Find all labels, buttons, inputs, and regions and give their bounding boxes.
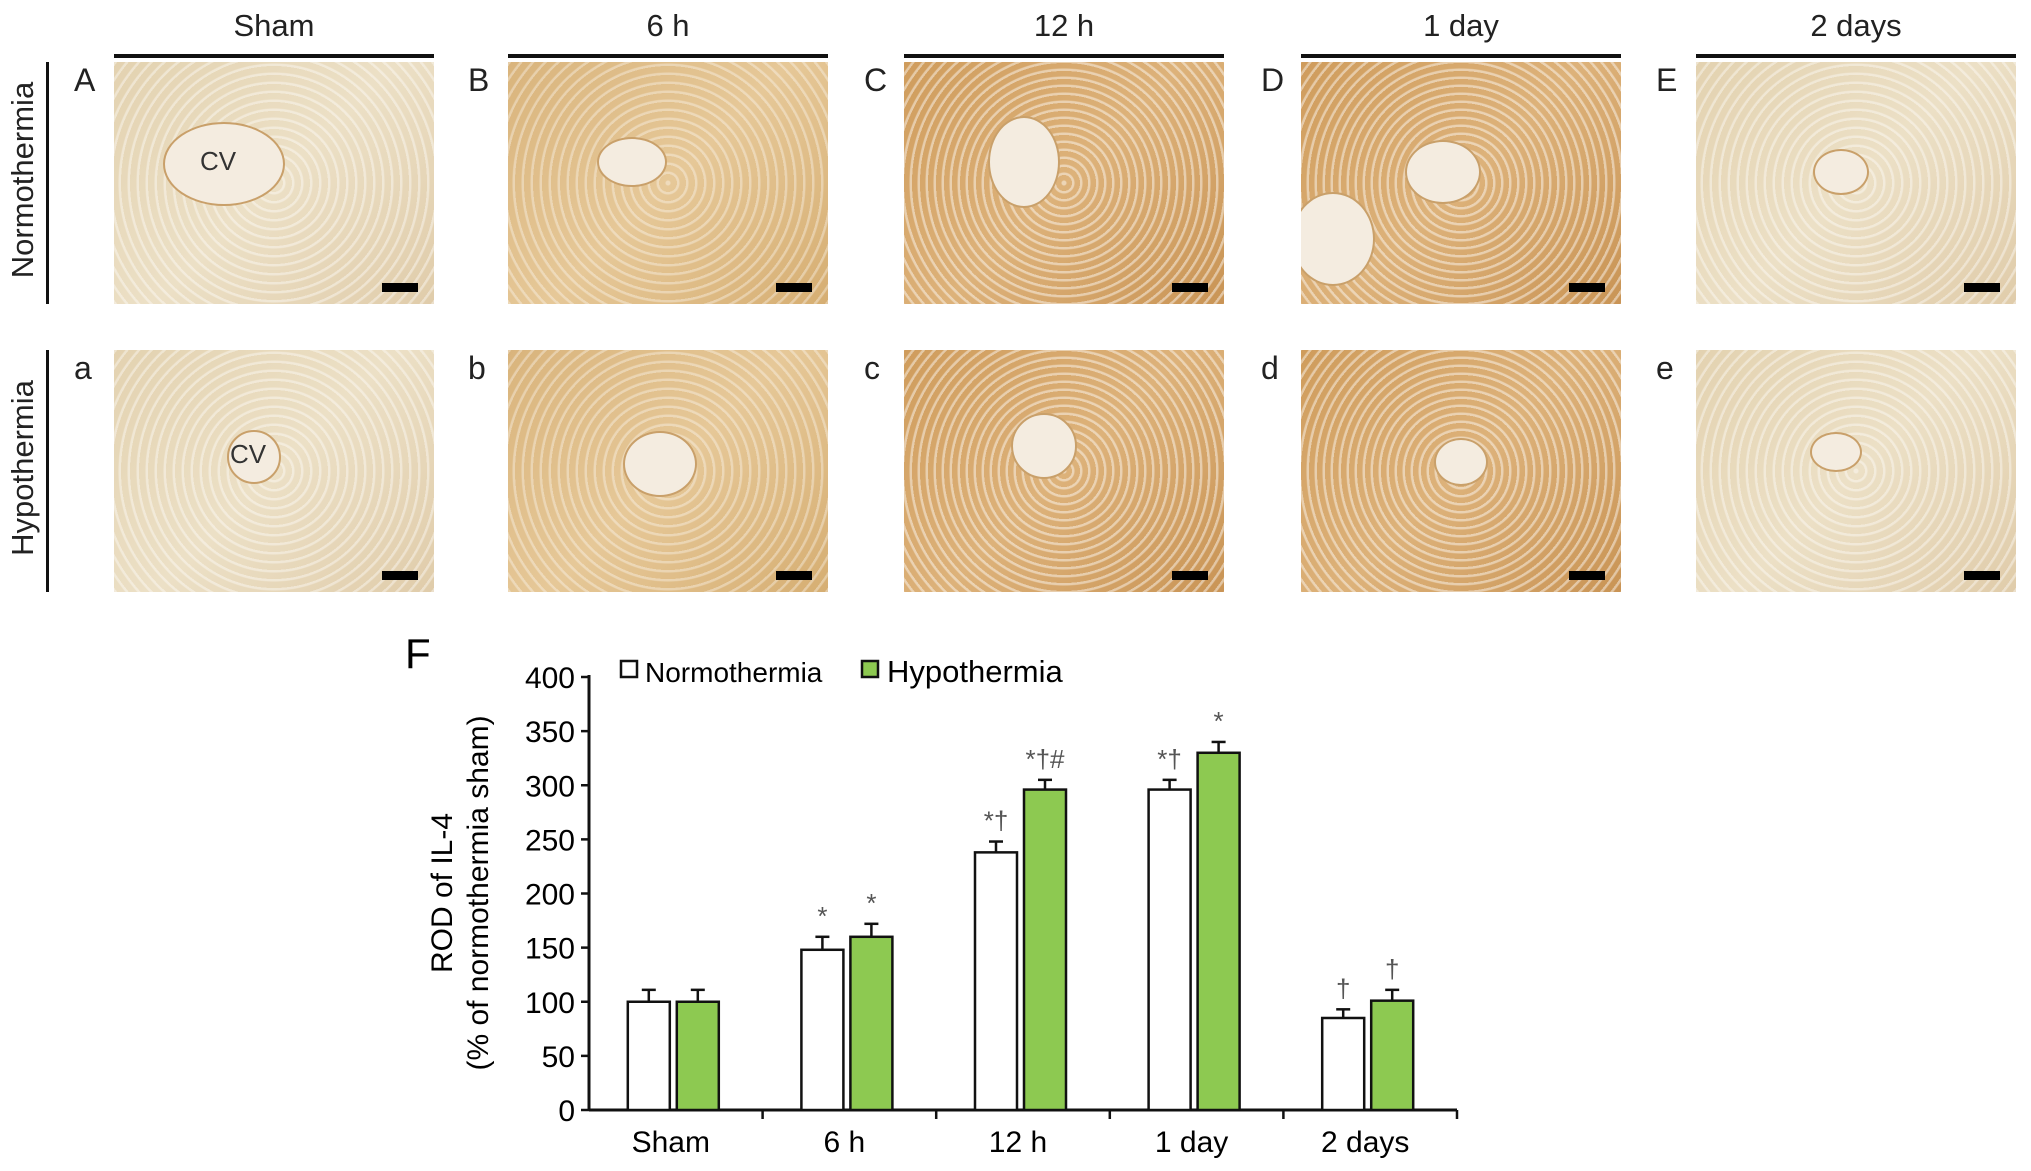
central-vein bbox=[163, 122, 285, 206]
central-vein bbox=[1813, 149, 1869, 195]
central-vein bbox=[1405, 140, 1481, 204]
bar-normothermia-4 bbox=[1320, 1016, 1366, 1112]
y-tick-label: 200 bbox=[525, 879, 575, 912]
panel-label: E bbox=[1656, 62, 1678, 98]
column-header-rule bbox=[1696, 54, 2016, 58]
legend-swatch-normothermia bbox=[619, 659, 639, 679]
micrograph-panel bbox=[1301, 62, 1621, 304]
panel-label-f: F bbox=[405, 630, 431, 677]
micrograph-panel bbox=[904, 350, 1224, 592]
micrograph-panel bbox=[508, 62, 828, 304]
bar-hypothermia-3 bbox=[1196, 751, 1241, 1112]
column-header: 6 h bbox=[646, 8, 690, 43]
y-tick-label: 250 bbox=[525, 824, 575, 857]
x-tick-label: 2 days bbox=[1321, 1126, 1409, 1159]
scale-bar bbox=[1964, 571, 2000, 580]
column-header-rule bbox=[114, 54, 434, 58]
central-vein bbox=[227, 430, 281, 484]
y-tick-label: 50 bbox=[542, 1041, 575, 1074]
legend-label-normothermia: Normothermia bbox=[645, 657, 823, 688]
micrograph-panel bbox=[1696, 62, 2016, 304]
panel-label: e bbox=[1656, 350, 1674, 386]
column-header-rule bbox=[508, 54, 828, 58]
scale-bar bbox=[1172, 571, 1208, 580]
x-tick-label: Sham bbox=[632, 1126, 710, 1159]
bar-normothermia-3 bbox=[1147, 788, 1192, 1112]
column-header: 1 day bbox=[1423, 8, 1499, 43]
central-vein bbox=[1011, 413, 1077, 479]
bar-hypothermia-2 bbox=[1022, 788, 1068, 1112]
central-vein bbox=[1434, 438, 1488, 486]
scale-bar bbox=[776, 571, 812, 580]
bar-normothermia-1 bbox=[800, 948, 845, 1112]
scale-bar bbox=[1172, 283, 1208, 292]
micrograph-panel bbox=[1696, 350, 2016, 592]
micrograph-panel bbox=[904, 62, 1224, 304]
significance-marker: *† bbox=[984, 806, 1009, 836]
panel-label: b bbox=[468, 350, 486, 386]
significance-marker: * bbox=[817, 901, 827, 931]
central-vein bbox=[597, 137, 667, 187]
y-tick-label: 400 bbox=[525, 662, 575, 695]
micrograph-panel bbox=[1301, 350, 1621, 592]
panel-label: a bbox=[74, 350, 92, 386]
significance-marker: * bbox=[1214, 706, 1224, 736]
central-vein bbox=[988, 116, 1060, 208]
panel-label: D bbox=[1261, 62, 1285, 98]
column-header-rule bbox=[1301, 54, 1621, 58]
central-vein bbox=[623, 431, 697, 497]
y-tick-label: 300 bbox=[525, 770, 575, 803]
x-tick-label: 12 h bbox=[989, 1126, 1047, 1159]
significance-marker: *†# bbox=[1025, 744, 1065, 774]
scale-bar bbox=[382, 283, 418, 292]
x-tick-label: 6 h bbox=[824, 1126, 866, 1159]
significance-marker: † bbox=[1385, 954, 1399, 984]
y-tick-label: 150 bbox=[525, 933, 575, 966]
bar-hypothermia-1 bbox=[849, 935, 894, 1112]
panel-label: A bbox=[74, 62, 96, 98]
micrograph-panel: CV bbox=[114, 62, 434, 304]
x-tick-label: 1 day bbox=[1155, 1126, 1228, 1159]
y-axis-label: ROD of IL-4 bbox=[426, 813, 459, 973]
vein bbox=[1301, 192, 1375, 286]
y-tick-label: 100 bbox=[525, 987, 575, 1020]
micrograph-panel bbox=[508, 350, 828, 592]
panel-label: d bbox=[1261, 350, 1279, 386]
scale-bar bbox=[1569, 283, 1605, 292]
bar-hypothermia-0 bbox=[675, 1000, 721, 1112]
column-header: Sham bbox=[233, 8, 315, 43]
significance-marker: * bbox=[866, 888, 876, 918]
y-axis-label-sub: (% of normothermia sham) bbox=[462, 715, 495, 1070]
column-header: 12 h bbox=[1033, 8, 1095, 43]
scale-bar bbox=[1569, 571, 1605, 580]
column-header-rule bbox=[904, 54, 1224, 58]
legend-label-hypothermia: Hypothermia bbox=[887, 654, 1063, 689]
y-tick-label: 0 bbox=[558, 1095, 575, 1128]
panel-label: c bbox=[864, 350, 880, 386]
column-header: 2 days bbox=[1810, 8, 1902, 43]
y-tick-label: 350 bbox=[525, 716, 575, 749]
micrograph-panel: CV bbox=[114, 350, 434, 592]
central-vein-label: CV bbox=[200, 146, 237, 176]
legend-swatch-hypothermia bbox=[860, 659, 880, 679]
bar-hypothermia-4 bbox=[1369, 999, 1415, 1112]
panel-label: C bbox=[864, 62, 888, 98]
scale-bar bbox=[1964, 283, 2000, 292]
bar-normothermia-0 bbox=[626, 1000, 672, 1112]
row-label-rule bbox=[46, 62, 49, 304]
scale-bar bbox=[382, 571, 418, 580]
panel-label: B bbox=[468, 62, 490, 98]
central-vein bbox=[1810, 432, 1862, 472]
scale-bar bbox=[776, 283, 812, 292]
central-vein-label: CV bbox=[230, 439, 267, 469]
bar-normothermia-2 bbox=[973, 851, 1019, 1112]
significance-marker: † bbox=[1336, 973, 1350, 1003]
significance-marker: *† bbox=[1157, 744, 1182, 774]
row-label-rule bbox=[46, 350, 49, 592]
legend: Normothermia Hypothermia bbox=[619, 654, 1063, 689]
